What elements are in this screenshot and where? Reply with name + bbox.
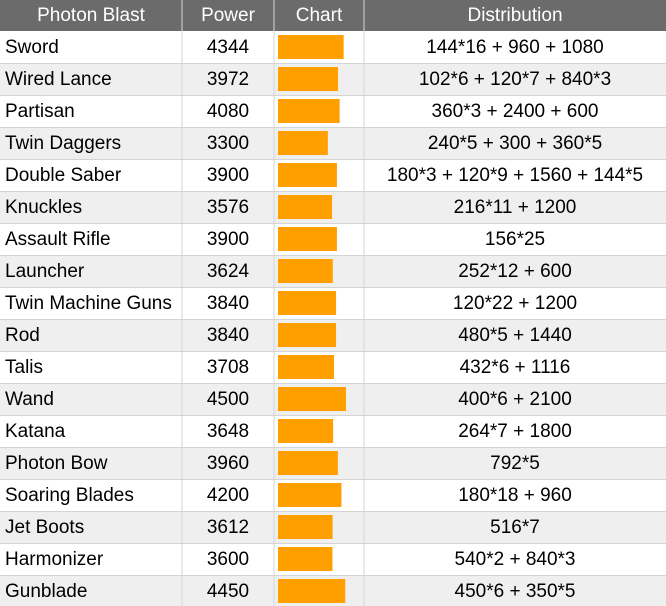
name-cell: Double Saber (5, 165, 122, 186)
row-bg (0, 128, 666, 160)
power-bar (278, 99, 340, 123)
header-cell: Distribution (467, 5, 562, 26)
power-cell: 3960 (207, 453, 249, 474)
distribution-cell: 156*25 (485, 229, 545, 250)
power-cell: 3300 (207, 133, 249, 154)
power-bar (278, 515, 333, 539)
distribution-cell: 252*12 + 600 (458, 261, 572, 282)
name-cell: Gunblade (5, 581, 87, 602)
name-cell: Katana (5, 421, 66, 442)
distribution-cell: 216*11 + 1200 (454, 197, 577, 218)
power-cell: 4080 (207, 101, 249, 122)
power-bar (278, 131, 328, 155)
power-bar (278, 291, 337, 315)
distribution-cell: 180*3 + 120*9 + 1560 + 144*5 (387, 165, 643, 186)
power-cell: 3972 (207, 69, 249, 90)
power-bar (278, 227, 337, 251)
power-cell: 4500 (207, 389, 249, 410)
name-cell: Jet Boots (5, 517, 84, 538)
name-cell: Wand (5, 389, 54, 410)
distribution-cell: 102*6 + 120*7 + 840*3 (419, 69, 611, 90)
power-bar (278, 451, 338, 475)
name-cell: Harmonizer (5, 549, 104, 570)
power-cell: 3840 (207, 293, 249, 314)
name-cell: Twin Machine Guns (5, 293, 172, 314)
power-cell: 3648 (207, 421, 249, 442)
name-cell: Rod (5, 325, 40, 346)
power-bar (278, 579, 346, 603)
distribution-cell: 480*5 + 1440 (458, 325, 572, 346)
row-bg (0, 256, 666, 288)
name-cell: Talis (5, 357, 43, 378)
row-bg (0, 512, 666, 544)
name-cell: Wired Lance (5, 69, 112, 90)
power-bar (278, 419, 334, 443)
name-cell: Knuckles (5, 197, 82, 218)
power-cell: 4344 (207, 37, 250, 58)
power-cell: 3624 (207, 261, 250, 282)
name-cell: Sword (5, 37, 59, 58)
name-cell: Launcher (5, 261, 85, 282)
distribution-cell: 792*5 (490, 453, 540, 474)
power-bar (278, 195, 333, 219)
row-bg (0, 192, 666, 224)
power-bar (278, 483, 342, 507)
power-bar (278, 67, 339, 91)
power-cell: 4200 (207, 485, 249, 506)
power-cell: 3900 (207, 165, 249, 186)
distribution-cell: 540*2 + 840*3 (455, 549, 576, 570)
power-cell: 3900 (207, 229, 249, 250)
power-cell: 3708 (207, 357, 249, 378)
distribution-cell: 450*6 + 350*5 (455, 581, 576, 602)
power-bar (278, 163, 337, 187)
distribution-cell: 432*6 + 1116 (460, 357, 571, 378)
power-cell: 3612 (207, 517, 249, 538)
power-bar (278, 259, 333, 283)
name-cell: Partisan (5, 101, 75, 122)
header-cell: Photon Blast (37, 5, 145, 26)
power-cell: 3840 (207, 325, 249, 346)
distribution-cell: 516*7 (490, 517, 540, 538)
name-cell: Twin Daggers (5, 133, 121, 154)
distribution-cell: 240*5 + 300 + 360*5 (428, 133, 602, 154)
header-cell: Chart (296, 5, 343, 26)
distribution-cell: 180*18 + 960 (458, 485, 572, 506)
name-cell: Assault Rifle (5, 229, 111, 250)
power-cell: 4450 (207, 581, 249, 602)
distribution-cell: 264*7 + 1800 (458, 421, 572, 442)
power-bar (278, 547, 333, 571)
header-bg (0, 0, 666, 31)
row-bg (0, 544, 666, 576)
power-bar (278, 323, 337, 347)
power-cell: 3576 (207, 197, 249, 218)
header-cell: Power (201, 5, 256, 26)
power-bar (278, 355, 335, 379)
power-bar (278, 35, 344, 59)
distribution-cell: 400*6 + 2100 (458, 389, 572, 410)
distribution-cell: 120*22 + 1200 (453, 293, 577, 314)
power-bar (278, 387, 346, 411)
distribution-cell: 144*16 + 960 + 1080 (426, 37, 604, 58)
power-cell: 3600 (207, 549, 249, 570)
name-cell: Soaring Blades (5, 485, 134, 506)
distribution-cell: 360*3 + 2400 + 600 (432, 101, 599, 122)
name-cell: Photon Bow (5, 453, 108, 474)
